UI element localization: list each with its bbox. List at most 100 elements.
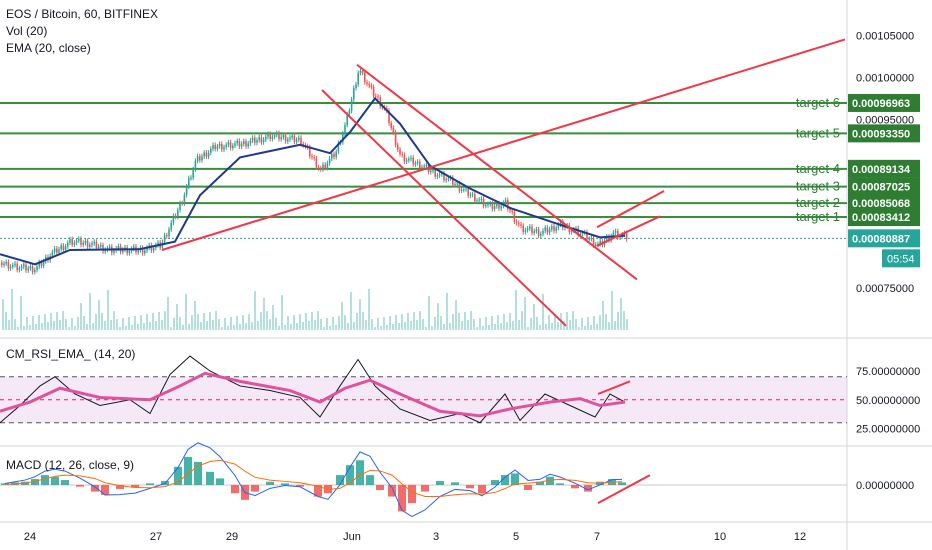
candle-body [258, 137, 260, 141]
candle-body [478, 199, 480, 201]
macd-histogram-bar [251, 485, 259, 492]
volume-bar [209, 312, 211, 330]
volume-bar [254, 291, 256, 330]
candle-body [496, 203, 498, 207]
volume-bar [53, 321, 55, 330]
candle-body [293, 135, 296, 142]
candle-body [546, 227, 549, 233]
candle-body [29, 266, 32, 269]
volume-bar [626, 319, 628, 330]
volume-bar [599, 315, 601, 330]
candle-body [482, 198, 485, 206]
candle-body [212, 144, 214, 149]
candle-body [38, 262, 40, 267]
candle-body [73, 242, 76, 245]
macd-histogram-bar [524, 485, 532, 490]
candle-body [5, 261, 7, 264]
candle-body [403, 154, 406, 162]
macd-legend[interactable]: MACD (12, 26, close, 9) [6, 458, 135, 472]
time-tick-label: 12 [794, 531, 806, 543]
candle-body [388, 110, 390, 124]
macd-series [0, 442, 847, 518]
volume-bar [455, 300, 457, 330]
chart-title[interactable]: EOS / Bitcoin, 60, BITFINEX [6, 7, 159, 21]
volume-bar [11, 289, 13, 330]
candle-body [260, 137, 263, 143]
macd-histogram-bar [466, 485, 474, 489]
candle-body [122, 249, 124, 252]
candle-body [3, 263, 5, 265]
volume-bar [215, 311, 217, 330]
macd-histogram-bar [314, 485, 322, 497]
candle-body [581, 232, 584, 234]
rsi-legend[interactable]: CM_RSI_EMA_ (14, 20) [6, 347, 136, 361]
candle-body [350, 99, 353, 111]
volume-bar [314, 320, 316, 330]
volume-bar [467, 320, 469, 330]
candle-body [218, 143, 221, 147]
candle-body [465, 188, 467, 190]
candle-body [553, 226, 555, 231]
macd-histogram-bar [536, 481, 544, 485]
candle-body [300, 137, 302, 145]
candle-body [265, 136, 267, 140]
candle-body [163, 235, 166, 243]
volume-bar [371, 319, 373, 330]
candle-body [441, 173, 443, 175]
candle-body [476, 200, 478, 202]
candle-body [232, 145, 234, 148]
candle-body [205, 152, 208, 157]
candle-body [166, 235, 168, 237]
candle-body [56, 248, 58, 253]
macd-histogram-bar [281, 483, 289, 485]
volume-bar [515, 290, 517, 330]
candle-body [326, 163, 329, 168]
candle-body [485, 205, 487, 207]
candle-body [100, 244, 102, 247]
volume-bar [533, 304, 535, 330]
price-series [0, 68, 628, 275]
candle-body [141, 247, 144, 254]
candle-body [25, 264, 27, 271]
candle-body [542, 230, 544, 234]
candle-body [282, 135, 285, 138]
volume-bar [167, 297, 169, 330]
macd-histogram-bar [41, 475, 49, 485]
volume-bar [341, 302, 343, 330]
rsi-trendline [597, 380, 631, 395]
candle-body [513, 212, 516, 222]
volume-legend[interactable]: Vol (20) [6, 24, 48, 38]
candle-body [18, 268, 21, 270]
candle-body [592, 238, 595, 246]
target-label: target 5 [796, 125, 840, 140]
candle-body [533, 231, 535, 233]
volume-bar [8, 320, 10, 330]
volume-bar [584, 326, 586, 330]
candle-body [405, 160, 408, 162]
ema-legend[interactable]: EMA (20, close) [6, 41, 91, 55]
volume-bar [563, 321, 565, 330]
candle-body [557, 224, 560, 228]
volume-bar [248, 314, 250, 330]
candle-body [511, 210, 513, 213]
time-tick-label: 7 [594, 531, 600, 543]
candle-body [366, 82, 368, 84]
rsi-ema-line [0, 371, 626, 418]
volume-bar [197, 314, 199, 330]
volume-bar [221, 327, 223, 330]
volume-bar [611, 291, 613, 330]
volume-bar [164, 311, 166, 330]
volume-bar [266, 311, 268, 330]
price-tick-label: 0.00105000 [856, 30, 914, 42]
macd-histogram-bar [556, 483, 564, 485]
candle-body [590, 238, 593, 240]
candle-body [348, 110, 351, 115]
volume-bar [302, 322, 304, 330]
volume-bar [290, 324, 292, 330]
candle-body [249, 140, 252, 144]
volume-bar [365, 320, 367, 330]
candle-body [399, 149, 401, 155]
candle-body [375, 95, 377, 97]
volume-bar [512, 321, 514, 330]
volume-bar [161, 320, 163, 330]
